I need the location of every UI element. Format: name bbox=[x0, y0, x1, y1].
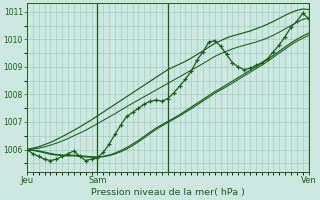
X-axis label: Pression niveau de la mer( hPa ): Pression niveau de la mer( hPa ) bbox=[91, 188, 245, 197]
